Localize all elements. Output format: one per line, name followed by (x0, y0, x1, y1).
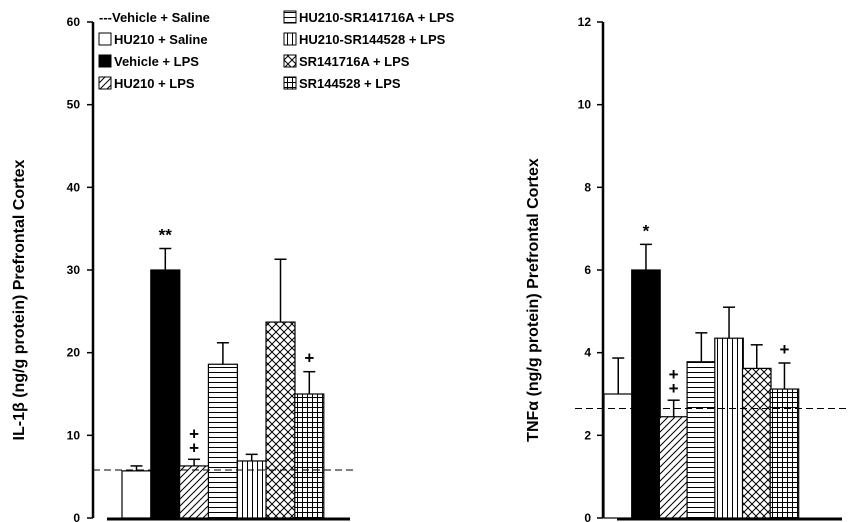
y-tick-label: 0 (584, 511, 591, 522)
y-axis-title: IL-1β (ng/g protein) Prefrontal Cortex (11, 159, 28, 440)
y-tick-label: 6 (584, 263, 591, 277)
legend-entry: Vehicle + LPS (114, 54, 199, 69)
bar-empty (603, 393, 634, 519)
legend-entry: SR141716A + LPS (299, 54, 410, 69)
legend-entry: ---Vehicle + Saline (99, 10, 210, 25)
legend-swatch-empty (98, 32, 112, 46)
legend-swatch-hlines (283, 10, 297, 24)
bar-cross (741, 367, 772, 519)
y-tick-label: 30 (67, 263, 81, 277)
legend: ---Vehicle + Saline HU210 + Saline Vehicle… (98, 10, 455, 91)
y-tick-label: 10 (67, 428, 81, 442)
legend-entry: HU210 + LPS (114, 76, 195, 91)
significance-marker: + (189, 438, 199, 457)
significance-marker: + (189, 424, 199, 443)
bar-hlines (207, 363, 238, 519)
y-tick-label: 20 (67, 346, 81, 360)
legend-swatch-diag (98, 76, 112, 90)
y-tick-label: 4 (584, 346, 591, 360)
bar-vlines (714, 337, 744, 519)
significance-marker: ** (159, 226, 173, 245)
legend-swatch-grid (283, 76, 297, 90)
bar-cross (265, 321, 296, 519)
y-tick-label: 12 (578, 15, 592, 29)
bar-diag (179, 465, 210, 519)
y-tick-label: 10 (578, 98, 592, 112)
y-tick-label: 50 (67, 98, 81, 112)
legend-swatch-solid (98, 54, 112, 68)
significance-marker: + (779, 340, 789, 359)
legend-swatch-cross (283, 54, 297, 68)
legend-entry: SR144528 + LPS (299, 76, 401, 91)
bar-vlines (236, 460, 267, 519)
y-tick-label: 8 (584, 180, 591, 194)
legend-entry: HU210-SR141716A + LPS (299, 10, 455, 25)
bar-solid (631, 269, 661, 519)
significance-marker: + (669, 379, 679, 398)
tnfa-chart: 0 2 4 6 8 10 12 TNFα (ng/g protein) Prefrontal … (525, 15, 850, 522)
bar-grid (769, 388, 800, 519)
legend-entry: HU210 + Saline (114, 32, 208, 47)
bar-grid (294, 393, 325, 519)
y-tick-label: 60 (67, 15, 81, 29)
significance-marker: + (669, 365, 679, 384)
y-tick-label: 40 (67, 180, 81, 194)
y-tick-label: 2 (584, 428, 591, 442)
y-tick-label: 0 (73, 511, 80, 522)
bar-hlines (686, 361, 717, 519)
significance-marker: * (643, 221, 650, 240)
il1b-chart: 0 10 20 30 40 50 60 IL-1β (ng/g protein) Prefro… (11, 15, 354, 522)
significance-marker: + (304, 349, 314, 368)
y-axis-title: TNFα (ng/g protein) Prefrontal Cortex (525, 158, 542, 442)
bar-solid (150, 269, 181, 519)
legend-swatch-vlines (283, 32, 297, 46)
bar-empty (121, 470, 152, 519)
bar-diag (658, 416, 689, 519)
legend-entry: HU210-SR144528 + LPS (299, 32, 446, 47)
